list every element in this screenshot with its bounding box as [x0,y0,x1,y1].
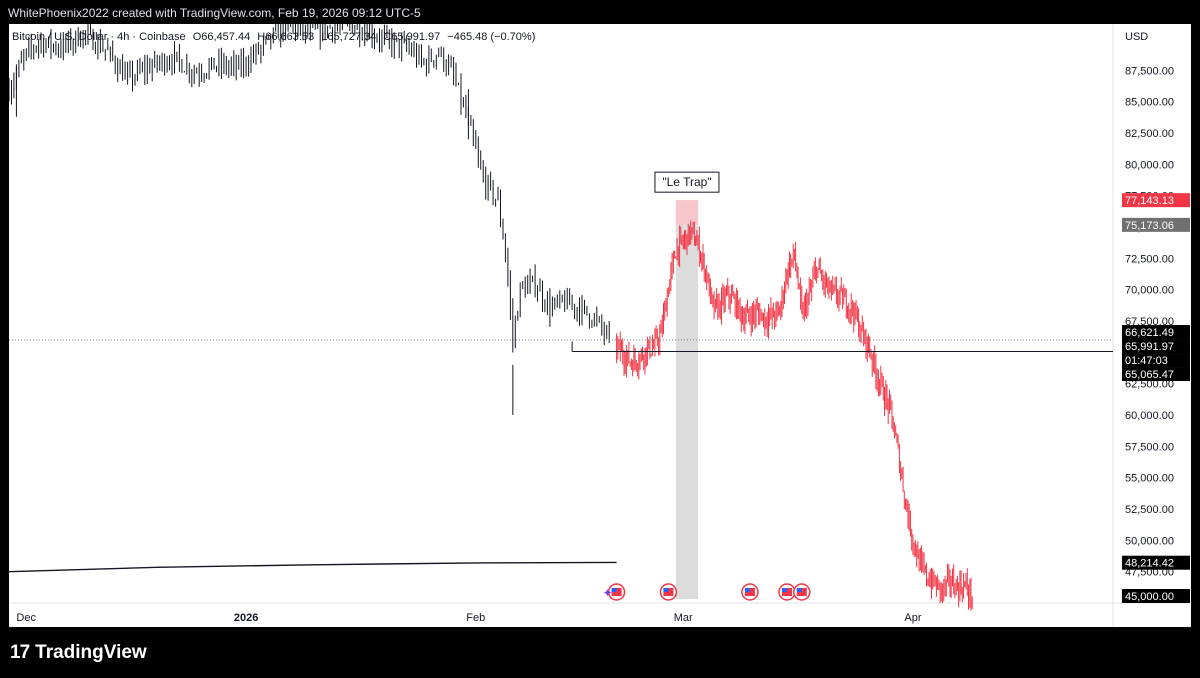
price-label-text: 77,143.13 [1125,195,1174,207]
y-tick-label: 57,500.00 [1125,441,1174,453]
us-flag-icon[interactable] [659,583,678,601]
flag-canton [796,588,802,592]
chart-panel[interactable]: ✦ 87,500.00 85,000.00 82,500.00 80,000.00 77… [9,24,1191,627]
price-label-text: 75,173.06 [1125,220,1174,232]
price-label-box [1122,555,1190,570]
y-tick-label: 82,500.00 [1125,128,1174,140]
attribution-text: WhitePhoenix2022 created with TradingVie… [8,6,421,20]
x-tick-label: Mar [674,612,693,624]
price-label-text: 65,065.47 [1125,369,1174,381]
x-tick-label: 2026 [234,612,258,624]
legend-high: H66,663.53 [257,31,314,43]
price-axis-labels: 77,143.13 75,173.06 66,621.49 65,991.97 01:4… [1122,193,1190,603]
x-tick-label: Apr [904,612,921,624]
flag-canton [663,588,669,592]
sparkle-icon[interactable]: ✦ [603,586,613,600]
y-tick-label: 50,000.00 [1125,535,1174,547]
price-label-text: 01:47:03 [1125,355,1168,367]
moving-average-line [9,561,617,573]
time-axis[interactable]: Dec 2026 Feb Mar Apr [16,612,921,624]
legend-row: Bitcoin / U.S. Dollar · 4h · Coinbase O6… [12,31,535,43]
legend-low: L65,727.34 [321,31,376,43]
us-flag-icon[interactable] [778,583,796,601]
projection-candles [616,220,973,611]
x-tick-label: Feb [466,612,485,624]
price-label-text: 65,991.97 [1125,341,1174,353]
price-axis[interactable]: 87,500.0085,000.0082,500.0080,000.0077,5… [1125,65,1174,578]
trap-top-box [675,200,699,225]
flag-canton [744,588,750,592]
y-tick-label: 67,500.00 [1125,316,1174,328]
y-tick-label: 60,000.00 [1125,410,1174,422]
legend-change: −465.48 (−0.70%) [447,31,535,43]
price-chart[interactable]: ✦ 87,500.00 85,000.00 82,500.00 80,000.00 77… [9,24,1191,627]
y-tick-label: 52,500.00 [1125,504,1174,516]
price-label-box [1122,193,1190,208]
tradingview-wordmark: TradingView [35,642,147,663]
x-tick-label: Dec [16,612,36,624]
history-candles [9,24,610,416]
currency-label: USD [1125,31,1148,43]
trap-zone [675,200,699,599]
moving-average [9,561,617,573]
le-trap-label-box[interactable] [654,171,720,193]
event-markers[interactable]: ✦ [603,583,811,601]
price-lines [9,339,1113,353]
y-tick-label: 85,000.00 [1125,97,1174,109]
svg-text:Bitcoin / U.S. Dollar · 4h · C: Bitcoin / U.S. Dollar · 4h · Coinbase O6… [12,31,535,43]
y-tick-label: 70,000.00 [1125,285,1174,297]
y-tick-label: 72,500.00 [1125,253,1174,265]
y-tick-label: 80,000.00 [1125,159,1174,171]
legend-close: C65,991.97 [383,31,440,43]
y-tick-label: 87,500.00 [1125,65,1174,77]
price-label-box [1122,217,1190,232]
price-label-box [1122,353,1190,368]
legend-symbol: Bitcoin / U.S. Dollar · 4h · Coinbase [12,31,186,43]
price-label-box [1122,589,1190,603]
price-label-text: 45,000.00 [1125,591,1174,603]
price-label-text: 48,214.42 [1125,558,1174,570]
flag-canton [611,588,617,592]
us-flag-icon[interactable] [741,583,759,601]
plot-area[interactable] [9,24,1113,603]
tradingview-mark-icon: 17 [10,642,30,663]
le-trap-label[interactable]: "Le Trap" [662,175,711,189]
annotation-layer[interactable]: "Le Trap" [654,171,720,193]
price-label-text: 66,621.49 [1125,327,1174,339]
y-tick-label: 62,500.00 [1125,379,1174,391]
price-label-box [1122,325,1190,340]
tradingview-logo[interactable]: 17 TradingView [10,640,147,666]
price-label-box [1122,367,1190,382]
trap-shaded-column [675,200,699,599]
us-flag-icon[interactable] [607,583,626,601]
flag-canton [781,588,787,592]
us-flag-icon[interactable] [793,583,811,601]
price-label-box [1122,339,1190,354]
legend-open: O66,457.44 [193,31,251,43]
y-tick-label: 55,000.00 [1125,473,1174,485]
